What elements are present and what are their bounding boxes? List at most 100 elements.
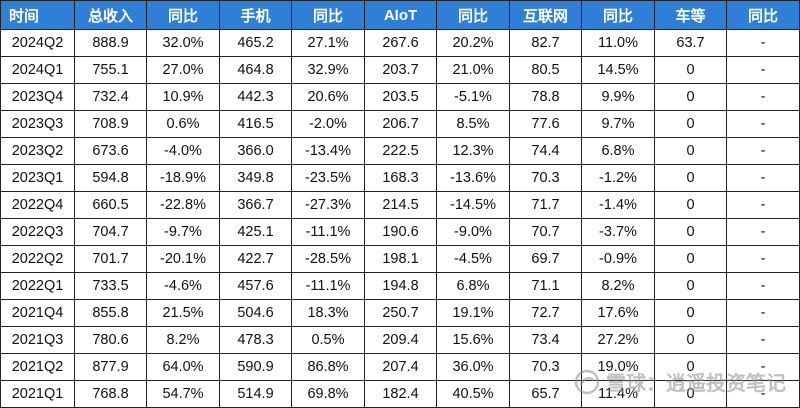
table-cell: 27.1% — [291, 29, 365, 57]
table-cell: 63.7 — [654, 29, 727, 57]
table-cell: 732.4 — [74, 83, 147, 111]
period-cell: 2023Q1 — [0, 164, 75, 192]
table-cell: -23.5% — [291, 164, 365, 192]
table-cell: 0.5% — [291, 326, 365, 354]
table-cell: -0.9% — [581, 245, 655, 273]
table-cell: 504.6 — [219, 299, 292, 327]
table-cell: -4.6% — [146, 272, 220, 300]
table-cell: - — [726, 272, 800, 300]
table-row: 2021Q3 780.6 8.2% 478.3 0.5% 209.4 15.6% 73.4 27… — [0, 326, 800, 354]
table-cell: 11.4% — [581, 380, 655, 408]
table-cell: 422.7 — [219, 245, 292, 273]
table-cell: 54.7% — [146, 380, 220, 408]
column-header: 同比 — [291, 0, 365, 30]
column-header: 同比 — [436, 0, 510, 30]
table-cell: -1.2% — [581, 164, 655, 192]
table-cell: 182.4 — [364, 380, 437, 408]
header-row: 时间 总收入 同比 手机 同比 AIoT 同比 互联网 同比 车等 同比 — [0, 0, 800, 30]
table-cell: 0 — [654, 353, 727, 381]
table-cell: 194.8 — [364, 272, 437, 300]
table-cell: -11.1% — [291, 272, 365, 300]
table-cell: 82.7 — [509, 29, 582, 57]
table-cell: 0 — [654, 164, 727, 192]
table-cell: 71.7 — [509, 191, 582, 219]
table-cell: 190.6 — [364, 218, 437, 246]
table-cell: 267.6 — [364, 29, 437, 57]
table-cell: 0 — [654, 218, 727, 246]
table-row: 2021Q2 877.9 64.0% 590.9 86.8% 207.4 36.0% 70.3… — [0, 353, 800, 381]
table-cell: 0 — [654, 191, 727, 219]
table-cell: 40.5% — [436, 380, 510, 408]
table-cell: 8.5% — [436, 110, 510, 138]
table-cell: -2.0% — [291, 110, 365, 138]
table-cell: 0 — [654, 137, 727, 165]
table-cell: -3.7% — [581, 218, 655, 246]
table-cell: 69.8% — [291, 380, 365, 408]
table-cell: 0.6% — [146, 110, 220, 138]
table-cell: 9.9% — [581, 83, 655, 111]
table-cell: 20.2% — [436, 29, 510, 57]
table-cell: 27.0% — [146, 56, 220, 84]
table-cell: 855.8 — [74, 299, 147, 327]
table-cell: -9.0% — [436, 218, 510, 246]
table-row: 2024Q1 755.1 27.0% 464.8 32.9% 203.7 21.0% 80.5… — [0, 56, 800, 84]
table-cell: 206.7 — [364, 110, 437, 138]
table-row: 2023Q1 594.8 -18.9% 349.8 -23.5% 168.3 -13.6% 7… — [0, 164, 800, 192]
table-cell: 594.8 — [74, 164, 147, 192]
table-cell: -1.4% — [581, 191, 655, 219]
table-cell: 465.2 — [219, 29, 292, 57]
table-cell: - — [726, 326, 800, 354]
table-cell: 70.3 — [509, 164, 582, 192]
table-cell: 32.0% — [146, 29, 220, 57]
table-cell: 0 — [654, 83, 727, 111]
table-cell: 27.2% — [581, 326, 655, 354]
table-cell: 19.1% — [436, 299, 510, 327]
period-cell: 2022Q4 — [0, 191, 75, 219]
table-cell: 888.9 — [74, 29, 147, 57]
column-header: 同比 — [146, 0, 220, 30]
table-cell: -4.5% — [436, 245, 510, 273]
table-cell: 21.0% — [436, 56, 510, 84]
table-cell: 8.2% — [146, 326, 220, 354]
table-cell: 78.8 — [509, 83, 582, 111]
table-cell: - — [726, 83, 800, 111]
column-header: 总收入 — [74, 0, 147, 30]
table-cell: - — [726, 137, 800, 165]
period-cell: 2021Q3 — [0, 326, 75, 354]
table-cell: 733.5 — [74, 272, 147, 300]
table-cell: 0 — [654, 110, 727, 138]
table-cell: 198.1 — [364, 245, 437, 273]
period-cell: 2023Q3 — [0, 110, 75, 138]
table-cell: 65.7 — [509, 380, 582, 408]
table-cell: 416.5 — [219, 110, 292, 138]
column-header: 手机 — [219, 0, 292, 30]
table-cell: - — [726, 29, 800, 57]
table-cell: -27.3% — [291, 191, 365, 219]
table-cell: 755.1 — [74, 56, 147, 84]
period-cell: 2021Q2 — [0, 353, 75, 381]
table-cell: - — [726, 218, 800, 246]
table-cell: - — [726, 380, 800, 408]
table-cell: 0 — [654, 245, 727, 273]
table-cell: 9.7% — [581, 110, 655, 138]
table-cell: 207.4 — [364, 353, 437, 381]
table-cell: 209.4 — [364, 326, 437, 354]
table-cell: -4.0% — [146, 137, 220, 165]
table-cell: 73.4 — [509, 326, 582, 354]
table-cell: 203.7 — [364, 56, 437, 84]
column-header: 车等 — [654, 0, 727, 30]
table-cell: 349.8 — [219, 164, 292, 192]
table-cell: -14.5% — [436, 191, 510, 219]
table-cell: 442.3 — [219, 83, 292, 111]
table-cell: 514.9 — [219, 380, 292, 408]
table-cell: 366.7 — [219, 191, 292, 219]
table-cell: 71.1 — [509, 272, 582, 300]
table-cell: -18.9% — [146, 164, 220, 192]
table-cell: 768.8 — [74, 380, 147, 408]
table-cell: - — [726, 164, 800, 192]
table-cell: 12.3% — [436, 137, 510, 165]
table-cell: 8.2% — [581, 272, 655, 300]
column-header: 同比 — [581, 0, 655, 30]
table-cell: 17.6% — [581, 299, 655, 327]
